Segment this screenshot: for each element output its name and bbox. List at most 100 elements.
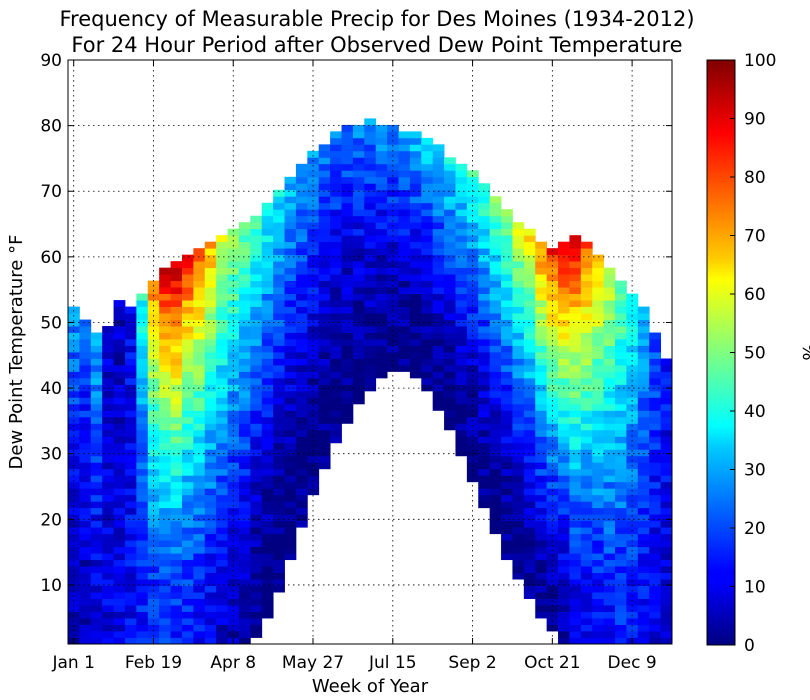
heatmap-cell	[592, 546, 605, 554]
heatmap-cell	[113, 403, 126, 411]
heatmap-cell	[341, 371, 354, 379]
heatmap-cell	[238, 611, 251, 619]
heatmap-cell	[216, 618, 228, 625]
heatmap-cell	[68, 390, 80, 398]
heatmap-cell	[261, 598, 274, 606]
heatmap-cell	[181, 533, 194, 541]
heatmap-cell	[432, 319, 445, 327]
heatmap-cell	[478, 410, 491, 418]
heatmap-cell	[284, 475, 297, 483]
heatmap-cell	[455, 423, 468, 431]
heatmap-cell	[159, 300, 171, 307]
heatmap-cell	[90, 364, 103, 372]
heatmap-cell	[592, 533, 605, 541]
heatmap-cell	[273, 228, 285, 236]
heatmap-cell	[501, 514, 513, 522]
heatmap-cell	[261, 468, 274, 476]
heatmap-cell	[216, 339, 228, 346]
heatmap-cell	[159, 566, 171, 574]
heatmap-cell	[466, 345, 479, 353]
heatmap-cell	[569, 585, 582, 593]
heatmap-cell	[204, 306, 217, 314]
heatmap-cell	[159, 468, 171, 476]
heatmap-cell	[466, 254, 479, 262]
heatmap-cell	[273, 449, 285, 457]
heatmap-cell	[124, 546, 137, 554]
heatmap-cell	[569, 488, 582, 496]
heatmap-cell	[580, 605, 593, 612]
heatmap-cell	[649, 384, 662, 392]
heatmap-cell	[261, 410, 274, 418]
heatmap-cell	[489, 501, 502, 509]
y-tick-label: 50	[40, 313, 62, 333]
heatmap-cell	[523, 313, 536, 320]
heatmap-cell	[159, 390, 171, 398]
heatmap-cell	[580, 306, 593, 314]
heatmap-cell	[523, 371, 536, 379]
heatmap-cell	[68, 540, 80, 548]
heatmap-cell	[113, 397, 126, 405]
heatmap-cell	[546, 390, 559, 398]
heatmap-cell	[352, 313, 365, 320]
heatmap-cell	[364, 189, 377, 197]
heatmap-cell	[444, 371, 456, 379]
heatmap-cell	[90, 475, 103, 483]
heatmap-cell	[68, 585, 80, 593]
heatmap-cell	[238, 254, 251, 262]
heatmap-cell	[660, 358, 673, 366]
heatmap-cell	[364, 293, 377, 301]
heatmap-cell	[387, 280, 399, 288]
heatmap-cell	[261, 364, 274, 372]
heatmap-cell	[432, 254, 445, 262]
heatmap-cell	[68, 475, 80, 483]
heatmap-cell	[204, 527, 217, 535]
heatmap-cell	[227, 339, 240, 346]
heatmap-cell	[136, 455, 149, 463]
heatmap-cell	[398, 332, 411, 340]
heatmap-cell	[79, 546, 92, 554]
heatmap-cell	[432, 228, 445, 236]
heatmap-cell	[102, 540, 114, 548]
heatmap-cell	[79, 468, 92, 476]
heatmap-cell	[113, 605, 126, 612]
heatmap-cell	[238, 306, 251, 314]
heatmap-cell	[238, 403, 251, 411]
heatmap-cell	[569, 540, 582, 548]
heatmap-cell	[250, 326, 263, 333]
heatmap-cell	[558, 332, 570, 340]
heatmap-cell	[170, 533, 183, 541]
heatmap-cell	[318, 287, 331, 294]
heatmap-cell	[364, 202, 377, 210]
heatmap-cell	[181, 546, 194, 554]
heatmap-cell	[364, 241, 377, 249]
heatmap-cell	[238, 559, 251, 567]
heatmap-cell	[204, 287, 217, 294]
heatmap-cell	[580, 384, 593, 392]
heatmap-cell	[501, 507, 513, 515]
heatmap-cell	[159, 481, 171, 489]
heatmap-cell	[660, 429, 673, 437]
heatmap-cell	[261, 572, 274, 580]
heatmap-cell	[501, 540, 513, 548]
heatmap-cell	[535, 501, 548, 509]
heatmap-cell	[364, 384, 377, 392]
heatmap-cell	[535, 475, 548, 483]
heatmap-cell	[569, 605, 582, 612]
heatmap-cell	[170, 598, 183, 606]
heatmap-cell	[432, 332, 445, 340]
heatmap-cell	[113, 572, 126, 580]
heatmap-cell	[489, 196, 502, 204]
heatmap-cell	[615, 384, 627, 392]
heatmap-cell	[512, 429, 525, 437]
heatmap-cell	[193, 410, 206, 418]
heatmap-cell	[307, 280, 320, 288]
heatmap-cell	[649, 390, 662, 398]
heatmap-cell	[432, 390, 445, 398]
heatmap-cell	[546, 364, 559, 372]
heatmap-cell	[580, 501, 593, 509]
heatmap-cell	[421, 241, 434, 249]
heatmap-cell	[318, 410, 331, 418]
heatmap-cell	[113, 364, 126, 372]
heatmap-cell	[558, 546, 570, 554]
heatmap-cell	[136, 637, 149, 645]
